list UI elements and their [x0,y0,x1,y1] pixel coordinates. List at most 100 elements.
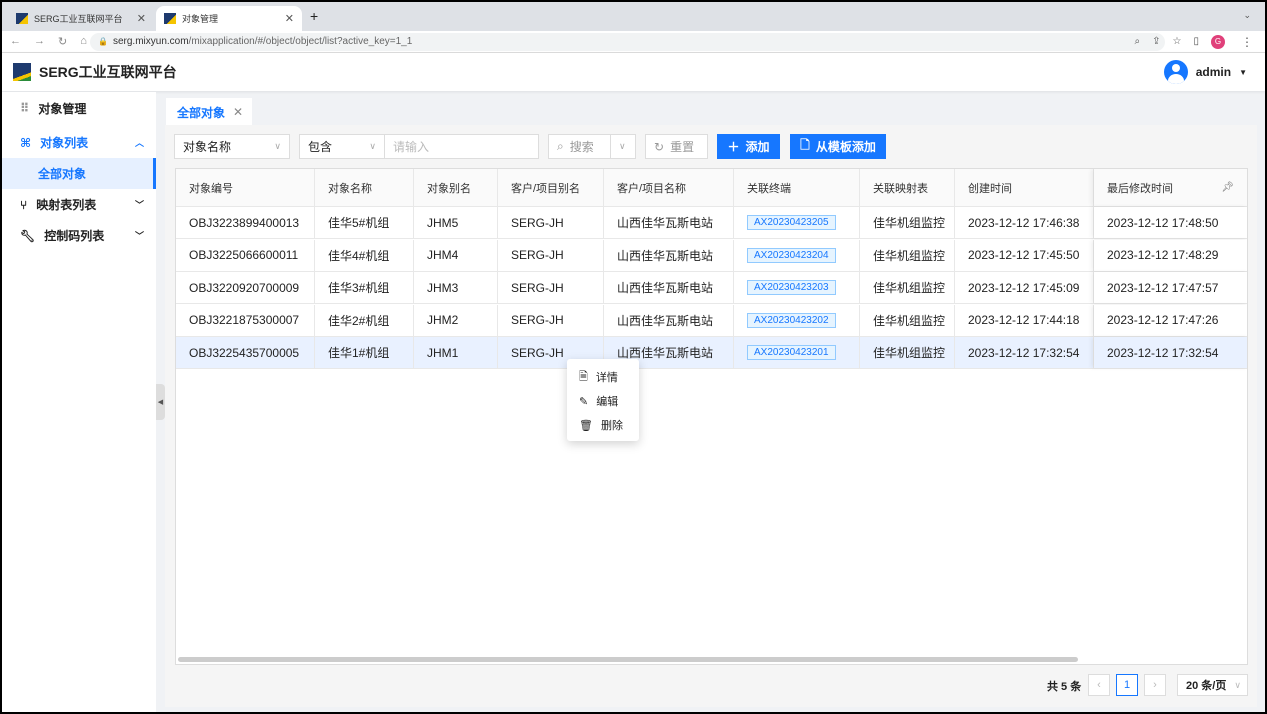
cell-text: 佳华5#机组 [328,216,390,230]
browser-tab-active[interactable]: 对象管理 ✕ [156,6,302,31]
menu-item-details[interactable]: 🗎 详情 [567,365,639,389]
prev-page-button[interactable]: ‹ [1088,674,1110,696]
table-cell: 2023-12-12 17:44:18 [955,304,1094,336]
close-icon[interactable]: ✕ [233,105,244,119]
cell-text: 佳华机组监控 [873,248,946,263]
column-header-label: 客户/项目别名 [511,182,581,195]
sidebar-item-control-code-list[interactable]: 🔧︎ 控制码列表 ﹀ [2,220,156,251]
menu-dots-icon[interactable]: ⋮ [1241,34,1253,49]
add-from-template-button[interactable]: 🗋 从模板添加 [790,134,886,159]
column-header: 关联映射表 [860,169,955,206]
menu-item-delete[interactable]: 🗑︎ 删除 [567,413,639,437]
tab-title: SERG工业互联网平台 [34,14,123,24]
close-tab-icon[interactable]: ✕ [284,13,294,25]
column-header-label: 创建时间 [968,182,1012,195]
table-row[interactable]: OBJ3225435700005 佳华1#机组 JHM1 SERG-JH 山西佳华瓦斯电… [176,337,1247,369]
url-input[interactable]: 🔒 serg.mixyun.com/mixapplication/#/object… [90,32,1165,51]
page-size-select[interactable]: 20 条/页 ∨ [1177,674,1248,696]
share-icon[interactable]: ⇪ [1152,36,1161,47]
chevron-down-icon: ∨ [619,141,626,151]
search-input[interactable]: 请输入 [384,134,539,159]
operator-select[interactable]: 包含 ∨ [299,134,385,159]
sidebar-item-mapping-list[interactable]: ⑂ 映射表列表 ﹀ [2,189,156,220]
pin-icon[interactable]: 📌︎ [1221,182,1234,193]
forward-icon[interactable]: → [34,35,45,47]
sidebar-item-object-list[interactable]: ⌘ 对象列表 ︿ [2,127,156,158]
terminal-tag[interactable]: AX20230423204 [747,247,836,263]
search-options-dropdown[interactable]: ∨ [610,134,636,159]
branch-icon: ⑂ [20,197,28,212]
edit-icon: ✎ [579,395,589,408]
cell-text: SERG-JH [511,248,564,262]
search-placeholder: 请输入 [393,140,430,154]
terminal-tag[interactable]: AX20230423205 [747,215,836,230]
terminal-tag[interactable]: AX20230423203 [747,280,836,295]
search-button[interactable]: ⌕ 搜索 [548,134,611,159]
next-page-button[interactable]: › [1144,674,1166,696]
cell-text: 佳华机组监控 [873,216,946,230]
cell-text: 佳华4#机组 [328,248,390,263]
cell-text: JHM5 [427,215,459,230]
bookmark-star-icon[interactable]: ☆ [1172,36,1182,47]
field-select[interactable]: 对象名称 ∨ [174,134,290,159]
tab-title: 对象管理 [182,14,219,24]
reload-icon[interactable]: ↻ [58,36,68,48]
table-cell: 佳华2#机组 [315,304,414,336]
horizontal-scrollbar[interactable] [178,657,1078,662]
terminal-tag[interactable]: AX20230423201 [747,345,836,360]
chevron-up-icon: ︿ [134,138,144,148]
cell-text: SERG-JH [511,345,564,360]
sidepanel-icon[interactable]: ▯ [1193,36,1199,47]
column-header: 关联终端 [734,169,860,206]
table-cell: JHM2 [414,304,498,336]
cell-text: SERG-JH [511,215,564,230]
table-row[interactable]: OBJ3223899400013 佳华5#机组 JHM5 SERG-JH 山西佳华瓦斯电… [176,207,1247,239]
column-header: 对象别名 [414,169,498,206]
reset-button[interactable]: ↻ 重置 [645,134,708,159]
cell-text: 2023-12-12 17:48:29 [1107,248,1219,262]
close-tab-icon[interactable]: ✕ [136,13,146,25]
cell-text: 山西佳华瓦斯电站 [617,248,714,263]
user-menu[interactable]: admin ▼ [1163,60,1247,84]
pagination-total: 共 5 条 [1047,681,1082,693]
cell-text: 2023-12-12 17:48:50 [1107,215,1219,230]
back-icon[interactable]: ← [10,35,21,47]
new-tab-icon[interactable]: + [310,8,319,24]
serg-logo [13,63,31,81]
table-cell: 佳华1#机组 [315,337,414,368]
sidebar-item-label: 对象列表 [40,136,89,150]
table-cell: 佳华3#机组 [315,272,414,303]
page-tab-all-objects[interactable]: 全部对象 ✕ [166,98,253,126]
page-1-button[interactable]: 1 [1116,674,1138,696]
cell-text: 2023-12-12 17:32:54 [1107,345,1219,360]
table-cell: SERG-JH [498,239,604,271]
table-row[interactable]: OBJ3225066600011 佳华4#机组 JHM4 SERG-JH 山西佳华瓦斯电… [176,239,1247,272]
table-cell: JHM4 [414,239,498,271]
home-icon[interactable]: ⌂ [80,35,87,47]
add-button[interactable]: ＋ 添加 [717,134,780,159]
sidebar-item-all-objects[interactable]: 全部对象 [2,158,156,189]
menu-item-edit[interactable]: ✎ 编辑 [567,389,639,413]
browser-tab[interactable]: SERG工业互联网平台 ✕ [8,6,154,31]
table-cell: AX20230423204 [734,239,860,271]
cell-text: 佳华机组监控 [873,313,946,328]
zoom-icon[interactable]: ⌕ [1134,36,1141,47]
search-label: 搜索 [569,140,594,154]
column-header-label: 对象别名 [427,182,471,195]
sidebar-collapse-handle[interactable]: ◀ [156,384,165,420]
table-cell: 佳华机组监控 [860,239,955,271]
table-row[interactable]: OBJ3221875300007 佳华2#机组 JHM2 SERG-JH 山西佳华瓦斯电… [176,304,1247,337]
cell-text: OBJ3220920700009 [189,280,300,295]
cell-text: 2023-12-12 17:32:54 [968,345,1080,360]
profile-avatar[interactable]: G [1211,34,1225,49]
menu-item-label: 编辑 [596,396,619,408]
table-cell: AX20230423202 [734,304,860,336]
tab-list-icon[interactable]: ⌄ [1243,10,1251,20]
terminal-tag[interactable]: AX20230423202 [747,312,836,328]
table-cell: OBJ3221875300007 [176,304,315,336]
table-cell: 2023-12-12 17:45:09 [955,272,1094,303]
cell-text: OBJ3225435700005 [189,345,300,360]
table-row[interactable]: OBJ3220920700009 佳华3#机组 JHM3 SERG-JH 山西佳华瓦斯电… [176,272,1247,304]
menu-item-label: 删除 [600,420,623,432]
app-header: SERG工业互联网平台 admin ▼ [2,53,1265,91]
